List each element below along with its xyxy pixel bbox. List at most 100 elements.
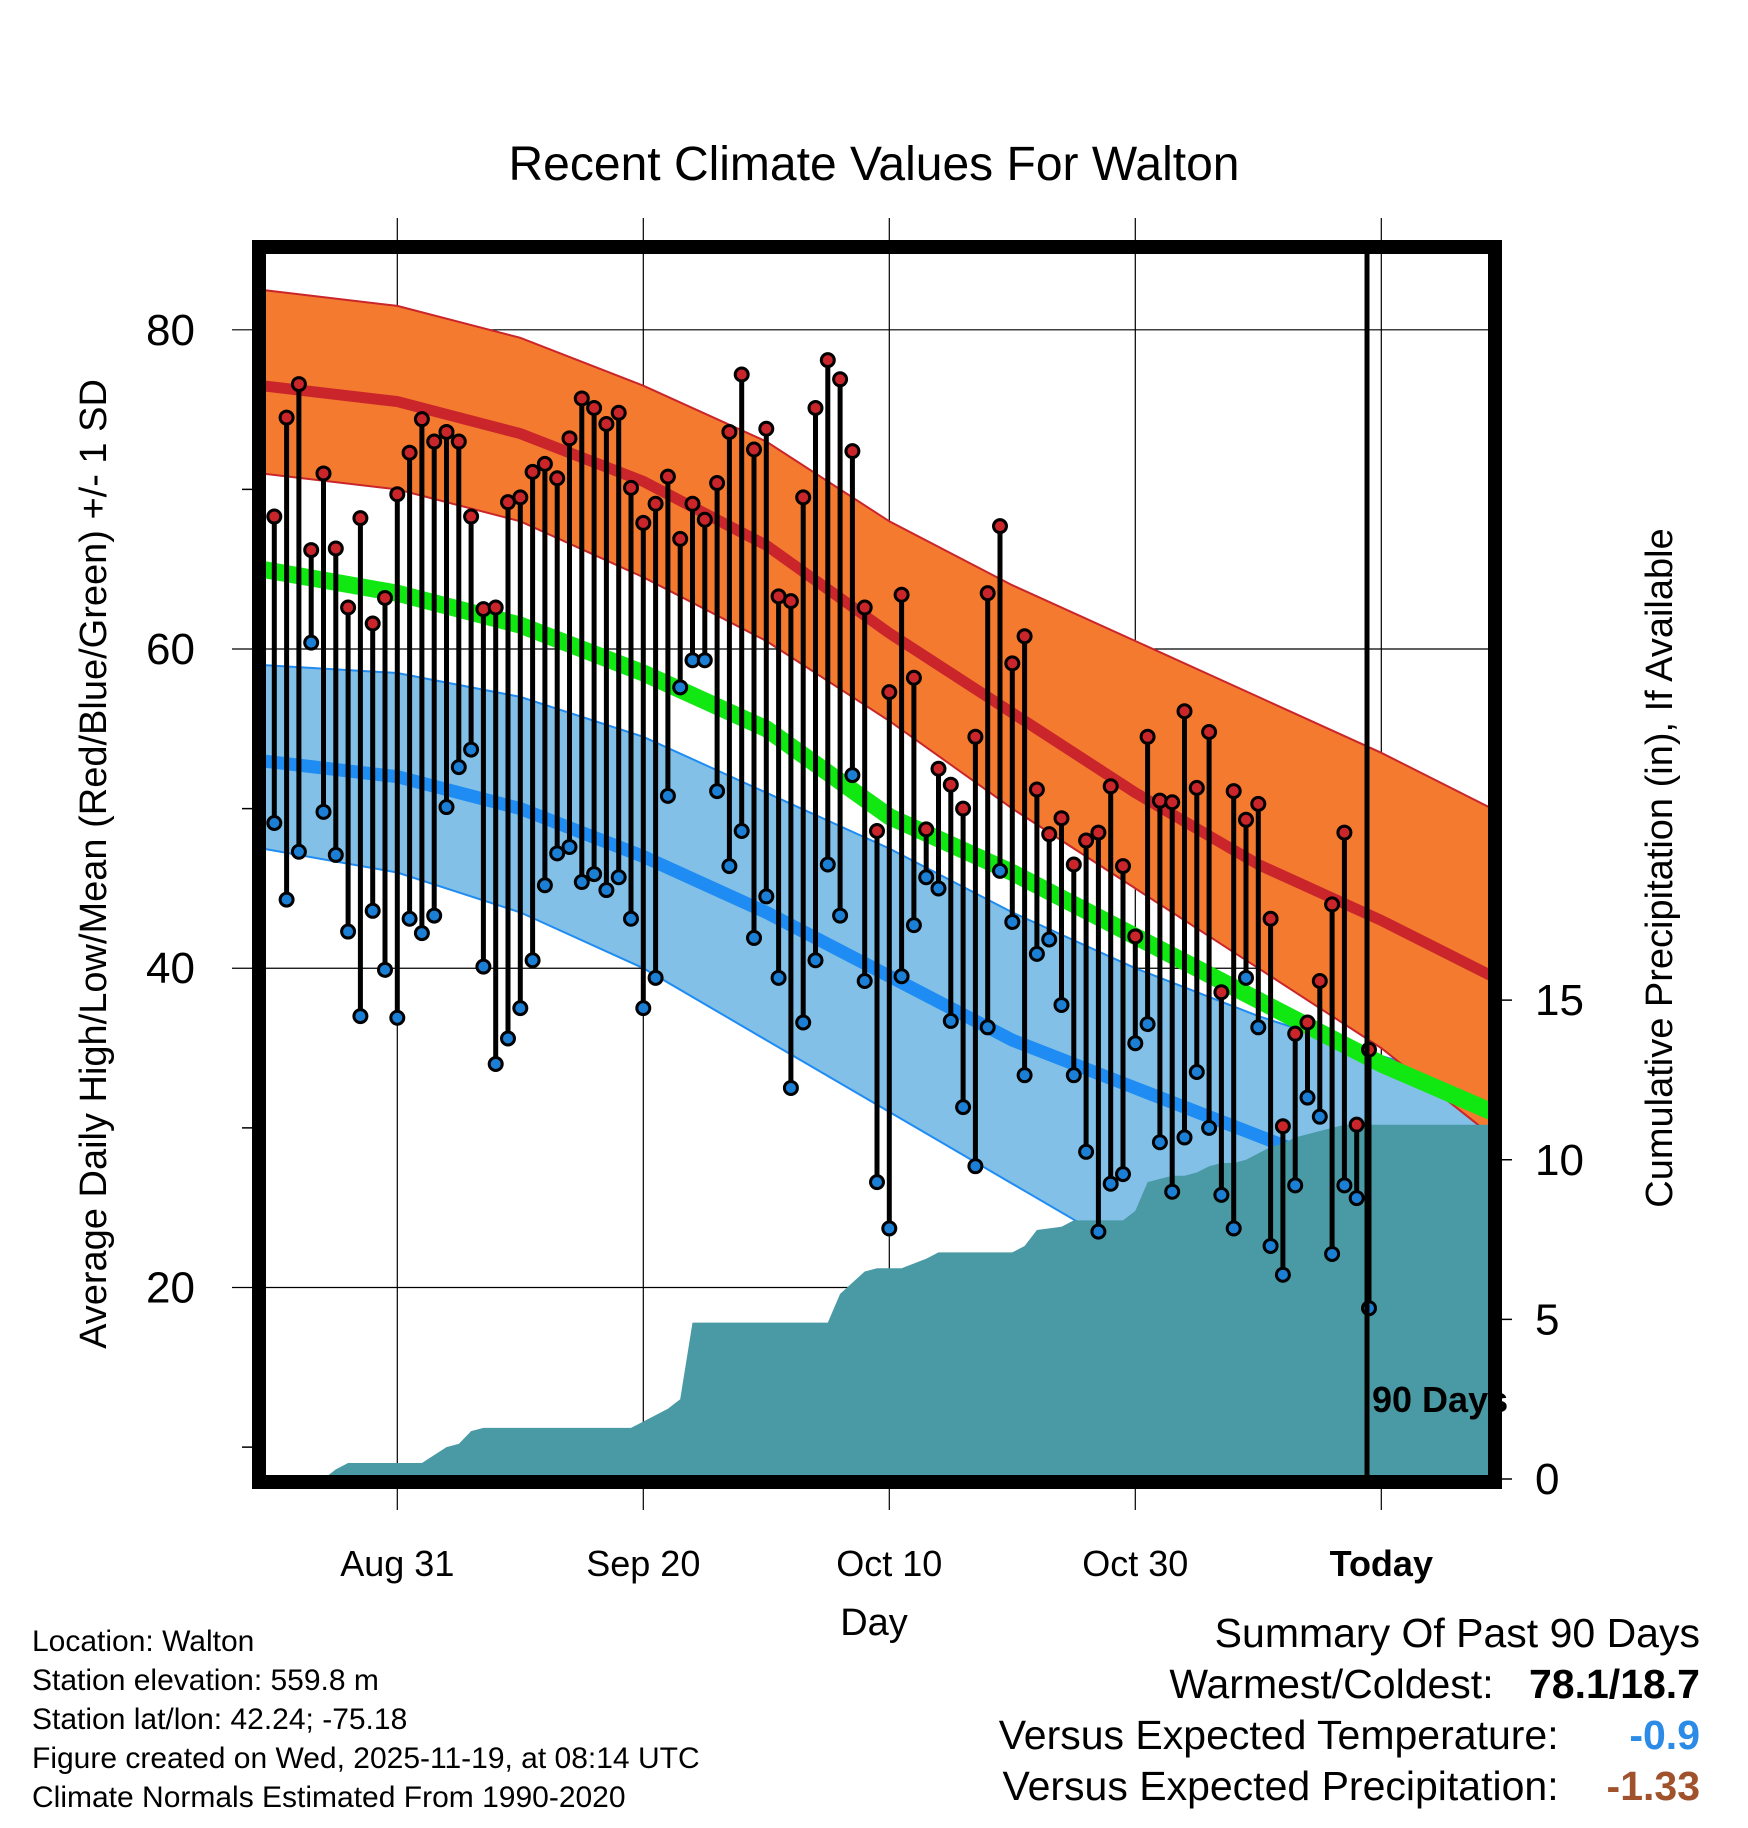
warmest-coldest-value: 78.1/18.7 — [1529, 1661, 1700, 1707]
daily-low-point — [278, 891, 295, 908]
daily-high-point — [1115, 858, 1131, 875]
summary-precip: Versus Expected Precipitation: -1.33 — [999, 1763, 1701, 1814]
daily-high-point — [561, 430, 578, 447]
daily-high-point — [315, 465, 332, 482]
daily-high-point — [1164, 794, 1181, 811]
daily-low-point — [315, 803, 332, 820]
daily-low-point — [881, 1220, 898, 1237]
daily-high-point — [1065, 856, 1082, 873]
daily-high-point — [1139, 728, 1156, 745]
daily-high-point — [918, 821, 935, 838]
x-tick-label: Today — [1330, 1543, 1433, 1584]
daily-high-point — [782, 593, 799, 610]
daily-low-point — [758, 888, 775, 905]
daily-high-point — [524, 463, 541, 480]
daily-high-point — [869, 822, 885, 839]
daily-high-point — [721, 423, 738, 440]
normal-high-line — [262, 380, 1492, 982]
daily-low-point — [1139, 1016, 1156, 1033]
daily-high-point — [327, 540, 344, 557]
daily-low-point — [524, 952, 541, 969]
daily-high-point — [942, 776, 959, 793]
daily-low-point — [635, 1000, 652, 1017]
y2-tick-label: 0 — [1535, 1455, 1559, 1504]
daily-high-point — [1028, 781, 1045, 798]
daily-low-point — [795, 1014, 812, 1031]
summary-panel: Summary Of Past 90 Days Warmest/Coldest:… — [999, 1610, 1700, 1814]
daily-low-point — [819, 856, 836, 873]
y-axis-label: Average Daily High/Low/Mean (Red/Blue/Gr… — [73, 379, 115, 1349]
precip-deviation-value: -1.33 — [1606, 1763, 1700, 1809]
daily-low-point — [389, 1009, 406, 1026]
daily-low-point — [992, 862, 1008, 879]
daily-low-point — [1336, 1177, 1353, 1194]
daily-high-point — [905, 669, 922, 686]
daily-high-point — [1176, 703, 1193, 720]
info-latlon: Station lat/lon: 42.24; -75.18 — [32, 1703, 408, 1736]
daily-high-point — [549, 470, 566, 487]
daily-high-point — [598, 415, 615, 432]
daily-low-point — [327, 846, 344, 863]
daily-low-point — [536, 877, 553, 894]
daily-high-point — [1262, 910, 1279, 927]
daily-low-point — [1287, 1177, 1304, 1194]
daily-high-point — [610, 404, 627, 421]
daily-high-point — [881, 684, 898, 701]
daily-low-point — [623, 910, 639, 927]
daily-low-point — [1238, 969, 1254, 986]
daily-high-point — [401, 444, 418, 461]
daily-low-point — [782, 1079, 799, 1096]
daily-low-point — [1065, 1067, 1082, 1084]
daily-low-point — [869, 1174, 885, 1191]
info-normals-period: Climate Normals Estimated From 1990-2020 — [32, 1781, 626, 1814]
daily-low-point — [1028, 945, 1045, 962]
daily-low-point — [967, 1158, 984, 1175]
daily-low-point — [1078, 1143, 1095, 1160]
temp-deviation-value: -0.9 — [1629, 1712, 1700, 1758]
daily-low-point — [364, 902, 381, 919]
daily-low-point — [1090, 1223, 1107, 1240]
daily-high-point — [979, 585, 996, 602]
daily-high-point — [746, 441, 762, 458]
daily-high-point — [1238, 811, 1254, 828]
daily-low-point — [856, 973, 873, 990]
daily-low-point — [1324, 1245, 1341, 1262]
daily-low-point — [1102, 1175, 1119, 1192]
daily-high-point — [819, 352, 836, 369]
x-tick-label: Aug 31 — [340, 1543, 454, 1584]
daily-high-point — [659, 468, 676, 485]
daily-low-point — [930, 880, 947, 897]
daily-low-point — [1053, 996, 1070, 1013]
daily-high-point — [290, 376, 307, 393]
daily-high-point — [1053, 810, 1070, 827]
daily-low-point — [1176, 1129, 1193, 1146]
daily-low-point — [303, 634, 320, 651]
daily-low-point — [1201, 1119, 1218, 1136]
daily-low-point — [413, 925, 430, 942]
daily-low-point — [1004, 913, 1021, 930]
daily-low-point — [463, 741, 480, 758]
daily-low-point — [401, 910, 418, 927]
daily-high-point — [1348, 1116, 1365, 1133]
daily-high-point — [413, 411, 430, 428]
daily-low-point — [770, 969, 787, 986]
y-tick-label: 40 — [146, 944, 195, 993]
daily-high-point — [352, 510, 369, 527]
daily-low-point — [1213, 1186, 1230, 1203]
daily-high-point — [930, 760, 947, 777]
daily-high-point — [1090, 824, 1107, 841]
summary-warmest-coldest: Warmest/Coldest: 78.1/18.7 — [999, 1661, 1700, 1712]
daily-low-point — [709, 783, 726, 800]
daily-low-point — [1262, 1237, 1279, 1254]
daily-high-point — [1225, 783, 1242, 800]
daily-low-point — [905, 917, 922, 934]
daily-low-point — [352, 1008, 369, 1025]
daily-low-point — [266, 815, 283, 832]
daily-high-point — [389, 486, 406, 503]
daily-high-point — [1188, 779, 1205, 796]
daily-high-point — [266, 508, 283, 525]
info-location: Location: Walton — [32, 1625, 255, 1658]
daily-high-point — [758, 420, 775, 437]
daily-high-point — [426, 433, 443, 450]
